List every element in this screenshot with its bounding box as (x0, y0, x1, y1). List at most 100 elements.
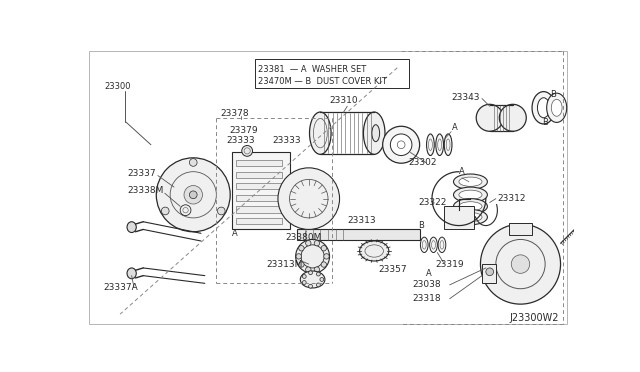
Text: 23357: 23357 (378, 265, 406, 274)
Bar (482, 264, 496, 283)
Text: B: B (542, 119, 548, 128)
Text: 23300: 23300 (105, 83, 131, 92)
Ellipse shape (300, 271, 325, 288)
Ellipse shape (454, 187, 488, 202)
Ellipse shape (364, 112, 385, 154)
Text: 23470M — B  DUST COVER KIT: 23470M — B DUST COVER KIT (258, 77, 387, 86)
Ellipse shape (316, 283, 320, 287)
Ellipse shape (372, 125, 380, 142)
Ellipse shape (547, 93, 566, 122)
Bar (236, 160, 282, 166)
Bar (236, 183, 282, 189)
Text: B: B (418, 221, 424, 230)
Text: A: A (232, 229, 237, 238)
Text: B: B (550, 90, 556, 99)
Ellipse shape (127, 222, 136, 232)
Text: 23302: 23302 (409, 158, 437, 167)
Ellipse shape (499, 104, 526, 131)
Ellipse shape (459, 212, 482, 222)
Ellipse shape (436, 134, 444, 155)
Ellipse shape (321, 246, 326, 251)
Ellipse shape (360, 241, 389, 261)
Ellipse shape (429, 237, 437, 253)
Ellipse shape (476, 104, 503, 131)
Circle shape (278, 168, 340, 230)
Text: 23312: 23312 (497, 194, 526, 203)
Ellipse shape (459, 190, 482, 199)
Ellipse shape (302, 280, 306, 285)
Text: 23379: 23379 (230, 126, 258, 135)
Text: 23318: 23318 (413, 294, 442, 303)
Ellipse shape (420, 237, 428, 253)
Ellipse shape (316, 272, 320, 276)
Ellipse shape (127, 268, 136, 279)
Text: 23322: 23322 (418, 198, 447, 207)
Ellipse shape (302, 275, 306, 278)
Text: 23319: 23319 (436, 260, 465, 269)
Ellipse shape (383, 126, 420, 163)
Text: 23313M: 23313M (266, 260, 303, 269)
Ellipse shape (308, 284, 312, 288)
Text: 23381  — A  WASHER SET: 23381 — A WASHER SET (258, 65, 366, 74)
Text: A: A (459, 167, 465, 176)
Text: 23337A: 23337A (103, 283, 138, 292)
Ellipse shape (532, 92, 555, 124)
Ellipse shape (551, 99, 562, 116)
Ellipse shape (454, 174, 488, 189)
Text: 23333: 23333 (227, 137, 255, 145)
Bar (509, 223, 532, 235)
Bar (236, 172, 282, 178)
Text: 23313: 23313 (348, 216, 376, 225)
Ellipse shape (538, 98, 550, 118)
Ellipse shape (390, 134, 412, 155)
Circle shape (161, 207, 169, 215)
Circle shape (189, 158, 197, 166)
Text: A: A (426, 269, 431, 278)
Circle shape (481, 224, 561, 304)
Ellipse shape (438, 237, 446, 253)
Ellipse shape (324, 254, 329, 259)
Text: 23378: 23378 (220, 109, 249, 118)
Ellipse shape (314, 267, 319, 272)
Circle shape (189, 191, 197, 199)
Circle shape (486, 268, 493, 276)
Circle shape (511, 255, 530, 273)
Bar (232, 153, 289, 230)
Ellipse shape (299, 262, 304, 267)
Ellipse shape (454, 209, 488, 225)
Ellipse shape (321, 262, 326, 267)
Text: 23380M: 23380M (285, 232, 322, 242)
Ellipse shape (296, 240, 330, 273)
Ellipse shape (459, 202, 482, 211)
Ellipse shape (426, 134, 435, 155)
Ellipse shape (296, 254, 301, 259)
Text: 23338M: 23338M (128, 186, 164, 195)
Ellipse shape (454, 199, 488, 214)
Text: 23343: 23343 (451, 93, 480, 102)
Bar (297, 230, 420, 240)
Text: 23038: 23038 (413, 280, 442, 289)
Text: J23300W2: J23300W2 (509, 313, 559, 323)
Bar (236, 195, 282, 201)
Circle shape (184, 186, 202, 204)
Ellipse shape (320, 278, 324, 281)
Ellipse shape (444, 134, 452, 155)
Bar (444, 206, 474, 230)
Text: 23337: 23337 (128, 170, 156, 179)
Bar (236, 218, 282, 224)
Text: 23333: 23333 (273, 137, 301, 145)
Ellipse shape (308, 271, 312, 275)
Text: A: A (452, 123, 458, 132)
Ellipse shape (299, 246, 304, 251)
Ellipse shape (306, 241, 311, 246)
Text: 23310: 23310 (330, 96, 358, 105)
Ellipse shape (242, 145, 253, 156)
Circle shape (156, 158, 230, 232)
Ellipse shape (310, 112, 331, 154)
Bar (255, 58, 409, 88)
Circle shape (218, 207, 225, 215)
Bar (236, 206, 282, 212)
Ellipse shape (314, 241, 319, 246)
Ellipse shape (459, 177, 482, 186)
Ellipse shape (306, 267, 311, 272)
